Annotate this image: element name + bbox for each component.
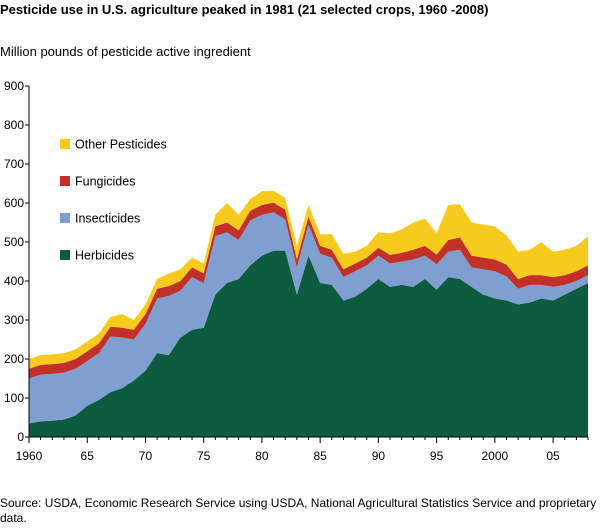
legend-swatch-herbicides [60, 250, 70, 260]
y-tick-label: 900 [4, 79, 24, 93]
x-tick-label: 75 [197, 449, 211, 463]
y-tick-label: 600 [4, 196, 24, 210]
chart-title: Pesticide use in U.S. agriculture peaked… [0, 2, 489, 17]
y-tick-label: 800 [4, 118, 24, 132]
area-fungicides [29, 202, 588, 379]
x-tick-label: 70 [139, 449, 153, 463]
x-tick-label: 90 [372, 449, 386, 463]
x-tick-label: 95 [430, 449, 444, 463]
area-insecticides [29, 212, 588, 424]
x-tick-label: 1960 [16, 449, 43, 463]
x-tick-label: 2000 [481, 449, 508, 463]
legend-swatch-fungicides [60, 176, 70, 186]
area-other-pesticides [29, 190, 588, 369]
legend-label-other-pesticides: Other Pesticides [75, 138, 167, 152]
y-axis-label: Million pounds of pesticide active ingre… [0, 44, 251, 59]
y-tick-label: 500 [4, 235, 24, 249]
y-tick-label: 400 [4, 274, 24, 288]
x-tick-label: 80 [255, 449, 269, 463]
area-layers [29, 190, 588, 437]
y-tick-label: 300 [4, 313, 24, 327]
x-tick-label: 05 [546, 449, 560, 463]
area-herbicides [29, 250, 588, 437]
legend-label-insecticides: Insecticides [75, 212, 140, 226]
y-tick-label: 100 [4, 391, 24, 405]
y-tick-label: 0 [17, 430, 24, 444]
y-tick-label: 200 [4, 352, 24, 366]
legend-label-fungicides: Fungicides [75, 175, 135, 189]
legend-label-herbicides: Herbicides [75, 249, 134, 263]
source-note: Source: USDA, Economic Research Service … [0, 496, 597, 525]
legend-swatch-insecticides [60, 213, 70, 223]
x-tick-label: 85 [313, 449, 327, 463]
axes: 0 100 200 300 400 500 600 700 800 900 1960 65 70 75 80… [4, 79, 589, 463]
y-tick-label: 700 [4, 157, 24, 171]
x-tick-label: 65 [81, 449, 95, 463]
legend: Other Pesticides Fungicides Insecticides He… [60, 138, 167, 263]
legend-swatch-other-pesticides [60, 139, 70, 149]
